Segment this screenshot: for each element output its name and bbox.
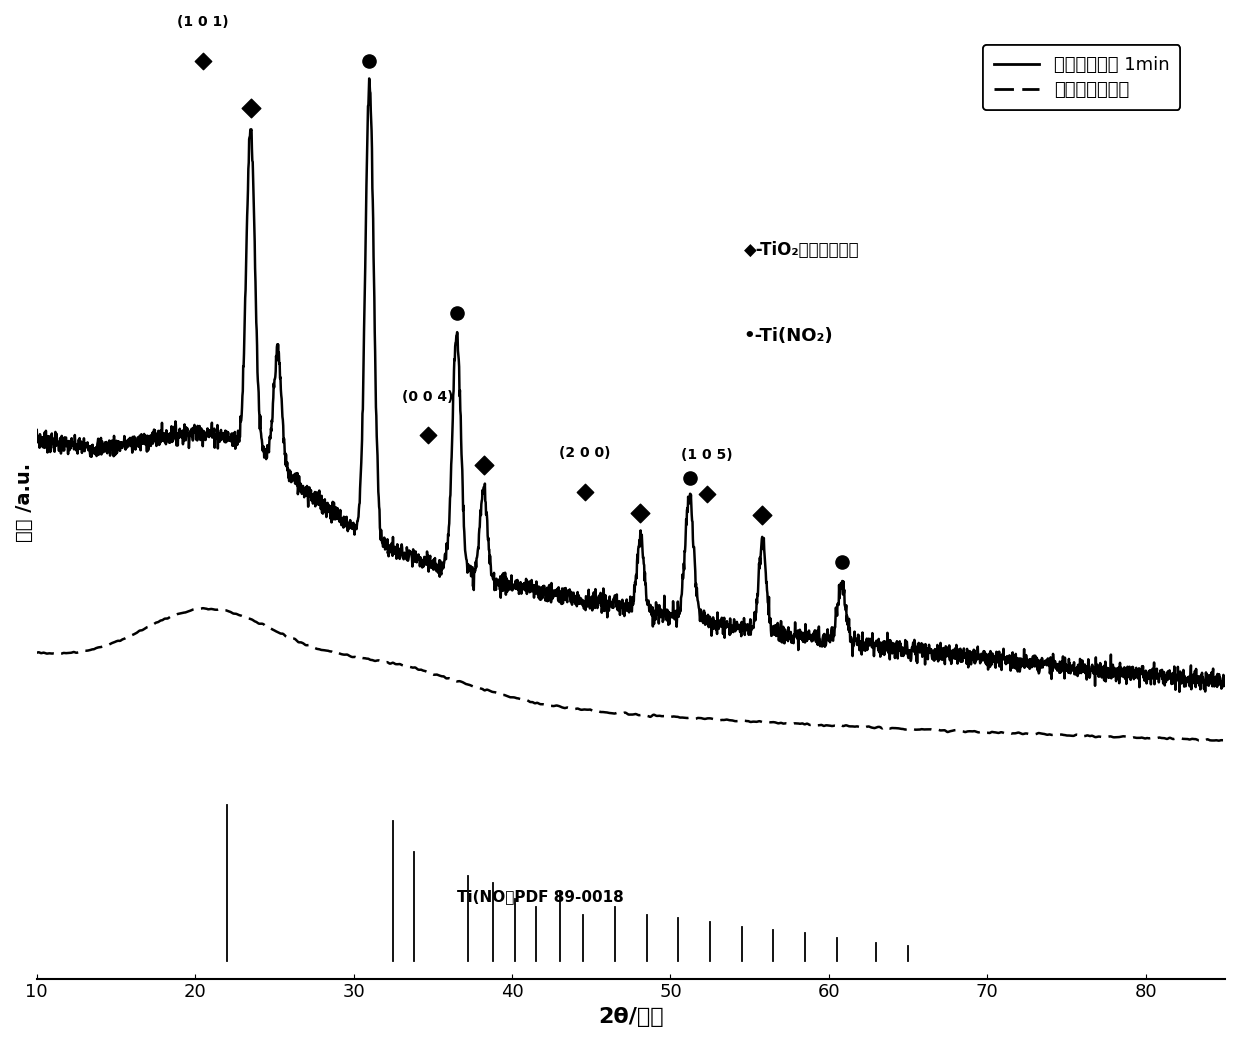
Text: (1 0 5): (1 0 5) [681, 448, 733, 462]
Point [193, 52, 213, 69]
Text: Ti(NO）PDF 89-0018: Ti(NO）PDF 89-0018 [456, 889, 624, 903]
Point [753, 506, 773, 523]
Text: •-Ti(NO₂): •-Ti(NO₂) [744, 327, 833, 345]
Point [360, 53, 379, 70]
Text: (1 0 1): (1 0 1) [177, 15, 229, 29]
Point [474, 457, 494, 474]
Y-axis label: 强度 /a.u.: 强度 /a.u. [15, 463, 33, 542]
Point [680, 469, 699, 486]
Point [418, 427, 438, 444]
Point [575, 483, 595, 500]
Point [630, 505, 650, 522]
Text: (2 0 0): (2 0 0) [559, 446, 610, 461]
Text: (0 0 4): (0 0 4) [402, 390, 454, 403]
Point [697, 486, 717, 502]
Legend: 等离子体处理 1min, 等离子体未处理: 等离子体处理 1min, 等离子体未处理 [983, 45, 1180, 110]
Text: ◆-TiO₂（锐钓矿相）: ◆-TiO₂（锐钓矿相） [744, 241, 859, 259]
Point [241, 100, 260, 117]
Point [832, 553, 852, 570]
X-axis label: 2θ/角度: 2θ/角度 [598, 1007, 663, 1027]
Point [446, 305, 466, 322]
